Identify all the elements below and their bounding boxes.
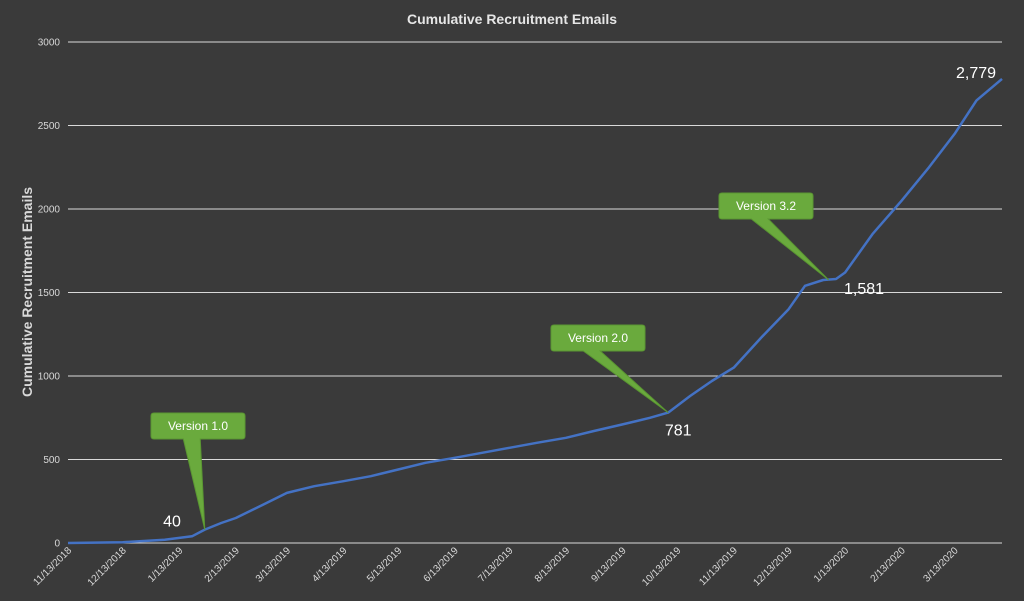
version-callout-label: Version 2.0 bbox=[568, 331, 628, 345]
y-tick-label: 500 bbox=[43, 455, 60, 466]
x-tick-label: 3/13/2020 bbox=[921, 545, 961, 585]
x-tick-label: 2/13/2020 bbox=[869, 545, 909, 585]
x-tick-label: 3/13/2019 bbox=[254, 545, 294, 585]
x-tick-label: 11/13/2018 bbox=[31, 545, 74, 588]
x-tick-label: 12/13/2018 bbox=[86, 545, 129, 588]
version-callout-label: Version 1.0 bbox=[168, 419, 228, 433]
y-axis-ticks: 0 500 1000 1500 2000 2500 3000 bbox=[38, 38, 61, 550]
x-tick-label: 8/13/2019 bbox=[533, 545, 573, 585]
series-line bbox=[67, 77, 1003, 545]
x-tick-label: 1/13/2020 bbox=[812, 545, 852, 585]
x-tick-label: 10/13/2019 bbox=[640, 545, 683, 588]
y-tick-label: 1000 bbox=[38, 372, 61, 383]
y-tick-label: 1500 bbox=[38, 288, 61, 299]
x-axis-ticks: 11/13/2018 12/13/2018 1/13/2019 2/13/2019 3/… bbox=[31, 545, 961, 588]
x-tick-label: 11/13/2019 bbox=[697, 545, 740, 588]
version-callout bbox=[718, 192, 830, 281]
version-callout bbox=[150, 412, 246, 530]
x-tick-label: 5/13/2019 bbox=[365, 545, 405, 585]
data-label: 2,779 bbox=[956, 65, 996, 82]
chart-title: Cumulative Recruitment Emails bbox=[407, 11, 617, 27]
x-tick-label: 1/13/2019 bbox=[146, 545, 186, 585]
y-tick-label: 2000 bbox=[38, 205, 61, 216]
y-tick-label: 0 bbox=[54, 539, 60, 550]
x-tick-label: 7/13/2019 bbox=[476, 545, 516, 585]
x-tick-label: 2/13/2019 bbox=[203, 545, 243, 585]
y-tick-label: 3000 bbox=[38, 38, 61, 49]
data-label: 40 bbox=[163, 513, 181, 530]
data-label: 1,581 bbox=[844, 281, 884, 298]
x-tick-label: 9/13/2019 bbox=[589, 545, 629, 585]
x-tick-label: 4/13/2019 bbox=[310, 545, 350, 585]
data-label: 781 bbox=[665, 423, 692, 440]
version-callout bbox=[550, 324, 669, 414]
data-labels: 40 781 1,581 2,779 bbox=[163, 65, 996, 530]
version-callout-label: Version 3.2 bbox=[736, 199, 796, 213]
y-axis-label: Cumulative Recruitment Emails bbox=[19, 187, 35, 397]
version-callouts: Version 1.0 Version 2.0 Version 3.2 bbox=[150, 192, 830, 530]
x-tick-label: 12/13/2019 bbox=[752, 545, 795, 588]
x-tick-label: 6/13/2019 bbox=[422, 545, 462, 585]
y-tick-label: 2500 bbox=[38, 121, 61, 132]
gridlines bbox=[68, 41, 1002, 460]
